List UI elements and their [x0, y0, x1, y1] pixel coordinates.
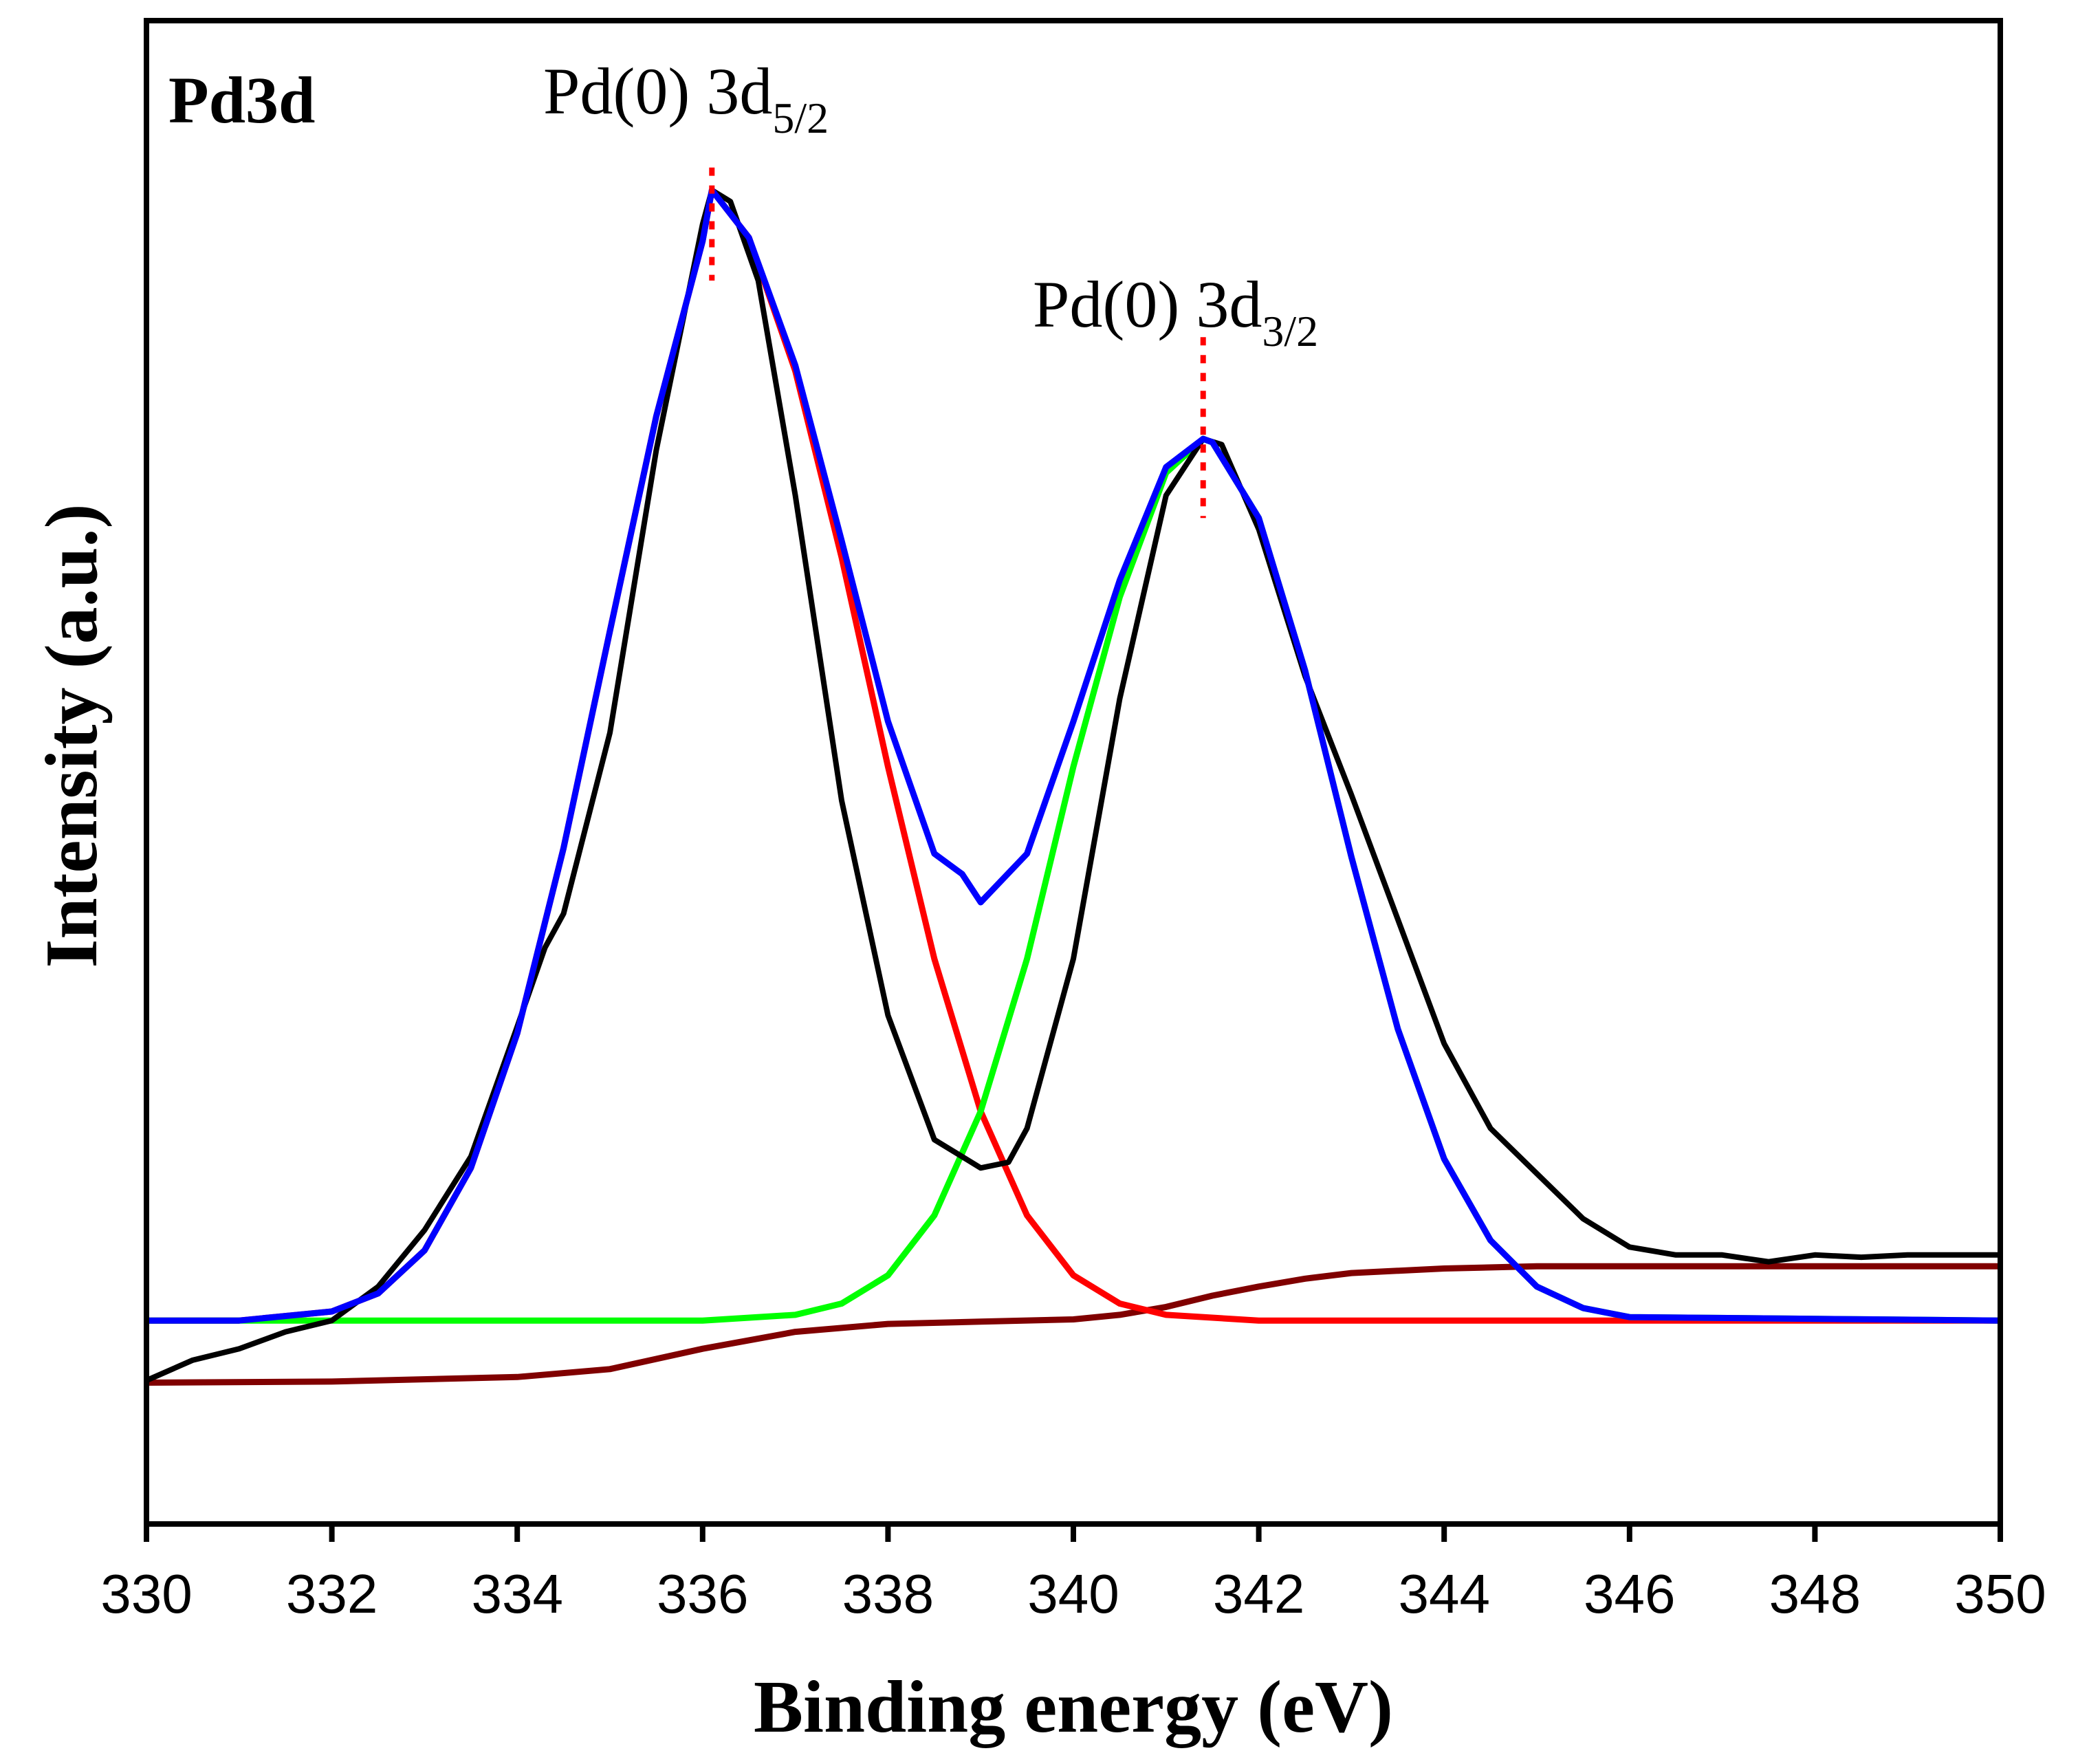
peak-label-3d32-sub: 3/2 — [1262, 307, 1318, 356]
x-tick-label: 338 — [842, 1563, 934, 1624]
x-tick-label: 336 — [657, 1563, 748, 1624]
x-tick-label: 344 — [1398, 1563, 1489, 1624]
x-tick-label: 350 — [1954, 1563, 2046, 1624]
panel-label: Pd3d — [168, 63, 315, 137]
peak-label-3d32-main: Pd(0) 3d — [1033, 268, 1262, 341]
x-tick-label: 330 — [100, 1563, 192, 1624]
peak-label-3d52: Pd(0) 3d5/2 — [543, 54, 829, 142]
x-tick-label: 348 — [1769, 1563, 1861, 1624]
x-tick-label: 340 — [1027, 1563, 1119, 1624]
peak-label-3d52-sub: 5/2 — [772, 94, 829, 142]
peak-label-3d52-main: Pd(0) 3d — [543, 54, 772, 128]
series-layer — [146, 187, 2000, 1386]
x-tick-label: 342 — [1213, 1563, 1304, 1624]
x-tick-label: 346 — [1584, 1563, 1675, 1624]
annotation-layer: Pd(0) 3d5/2 Pd(0) 3d3/2 — [543, 54, 1318, 519]
x-tick-label: 334 — [471, 1563, 562, 1624]
peak-label-3d32: Pd(0) 3d3/2 — [1033, 268, 1318, 356]
series-line-envelope — [146, 187, 2000, 1324]
y-axis-title: Intensity (a.u.) — [31, 503, 113, 968]
x-axis-title: Binding energy (eV) — [754, 1666, 1393, 1748]
x-tick-label: 332 — [286, 1563, 378, 1624]
x-axis: 330 332 334 336 338 340 342 344 346 348 350 — [100, 1524, 2046, 1624]
